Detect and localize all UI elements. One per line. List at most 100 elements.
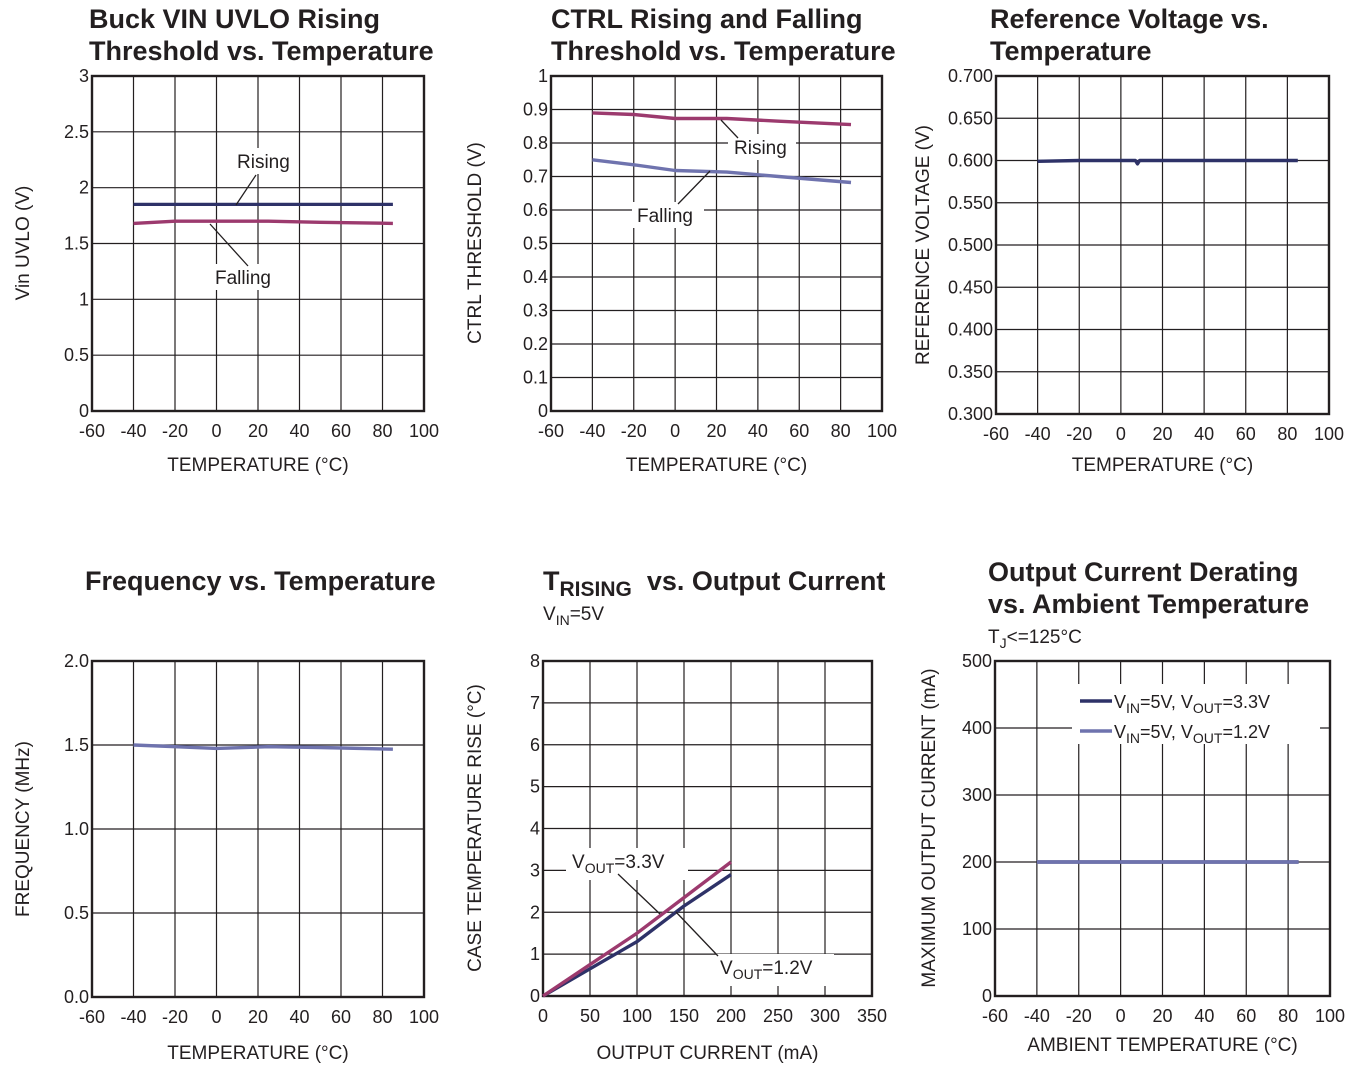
chart-3-title: Reference Voltage vs. Temperature bbox=[990, 3, 1269, 67]
chart-3-y-tick-label: 0.500 bbox=[948, 235, 993, 255]
chart-1-title-line-2: Threshold vs. Temperature bbox=[89, 36, 434, 66]
chart-2-x-tick-label: -20 bbox=[621, 421, 647, 441]
chart-6-legend-sub: OUT bbox=[1193, 730, 1223, 746]
chart-6-legend-pre: V bbox=[1181, 722, 1193, 742]
chart-3-x-tick-label: 20 bbox=[1152, 424, 1172, 444]
chart-5-annotation-vout-3v3-pre: V bbox=[572, 852, 585, 873]
chart-5-title-rest: vs. Output Current bbox=[646, 566, 886, 596]
chart-2-y-tick-label: 0.3 bbox=[523, 301, 548, 321]
chart-5-y-tick-label: 3 bbox=[530, 860, 540, 880]
chart-3-y-tick-label: 0.700 bbox=[948, 66, 993, 86]
chart-2-plot-frame bbox=[549, 74, 884, 413]
chart-4-x-tick-label: -20 bbox=[162, 1007, 188, 1027]
chart-2-annotation-falling: Falling bbox=[637, 206, 693, 227]
chart-2-title: CTRL Rising and Falling Threshold vs. Te… bbox=[551, 3, 896, 67]
chart-6-legend-sub: IN bbox=[1126, 700, 1140, 716]
chart-6-plot-frame bbox=[993, 659, 1332, 998]
chart-5-vout-1v2-leader bbox=[675, 911, 719, 957]
chart-2-annotation-rising: Rising bbox=[734, 138, 787, 159]
chart-2-label-bg bbox=[632, 202, 704, 228]
chart-1-title: Buck VIN UVLO Rising Threshold vs. Tempe… bbox=[89, 3, 434, 67]
chart-1-y-tick-label: 3 bbox=[79, 66, 89, 86]
chart-2-rising-leader bbox=[720, 119, 739, 139]
chart-5-y-tick-label: 6 bbox=[530, 735, 540, 755]
chart-1-y-tick-label: 2.5 bbox=[64, 122, 89, 142]
chart-3-y-tick-label: 0.450 bbox=[948, 277, 993, 297]
chart-3-title-line-2: Temperature bbox=[990, 36, 1152, 66]
chart-4-title-line-1: Frequency vs. Temperature bbox=[85, 566, 436, 596]
chart-3-x-axis-label: TEMPERATURE (°C) bbox=[1072, 455, 1253, 476]
chart-6-legend-pre: V bbox=[1114, 722, 1126, 742]
chart-6-title-line-2: vs. Ambient Temperature bbox=[988, 589, 1310, 619]
chart-6-legend-label-1: VIN=5V, VOUT=3.3V bbox=[1114, 692, 1270, 716]
chart-6-legend-bg bbox=[1072, 684, 1320, 744]
chart-2-y-tick-label: 1 bbox=[538, 66, 548, 86]
chart-6-x-axis-label: AMBIENT TEMPERATURE (°C) bbox=[1027, 1035, 1297, 1056]
chart-5-y-tick-label: 1 bbox=[530, 944, 540, 964]
chart-6-x-tick-label: 40 bbox=[1194, 1006, 1214, 1026]
chart-5-plot-frame bbox=[541, 659, 874, 998]
chart-3-x-tick-label: -40 bbox=[1025, 424, 1051, 444]
chart-1-x-axis-label: TEMPERATURE (°C) bbox=[167, 455, 348, 476]
chart-4-x-tick-label: -40 bbox=[120, 1007, 146, 1027]
chart-1-annotation-rising: Rising bbox=[237, 152, 290, 173]
chart-2-x-tick-label: 0 bbox=[670, 421, 680, 441]
chart-5-y-axis-label: CASE TEMPERATURE RISE (°C) bbox=[465, 684, 486, 972]
chart-4-y-axis-label: FREQUENCY (MHz) bbox=[13, 741, 34, 917]
chart-1-x-tick-label: -20 bbox=[162, 421, 188, 441]
chart-2-x-axis-label: TEMPERATURE (°C) bbox=[626, 455, 807, 476]
chart-4-x-tick-label: -60 bbox=[79, 1007, 105, 1027]
chart-1-y-tick-label: 1 bbox=[79, 289, 89, 309]
chart-2-y-tick-label: 0.6 bbox=[523, 200, 548, 220]
chart-5-x-tick-label: 200 bbox=[716, 1006, 746, 1026]
chart-4-plot-frame bbox=[90, 659, 426, 999]
chart-1-x-tick-label: 80 bbox=[372, 421, 392, 441]
chart-2-x-tick-label: 80 bbox=[831, 421, 851, 441]
chart-5-title-sub: RISING bbox=[559, 578, 632, 601]
chart-1-y-tick-label: 0.5 bbox=[64, 345, 89, 365]
chart-2-y-tick-label: 0.2 bbox=[523, 334, 548, 354]
chart-1-y-tick-label: 1.5 bbox=[64, 234, 89, 254]
chart-2-x-tick-label: 20 bbox=[706, 421, 726, 441]
chart-1-falling-leader bbox=[209, 223, 249, 267]
chart-6-y-tick-label: 300 bbox=[962, 785, 992, 805]
chart-2-x-tick-label: -60 bbox=[538, 421, 564, 441]
chart-1-x-tick-label: 40 bbox=[289, 421, 309, 441]
chart-6-subtitle-sub: J bbox=[999, 634, 1007, 651]
chart-5-series-line-1 bbox=[542, 873, 732, 998]
chart-6-legend-post: =5V, bbox=[1140, 692, 1181, 712]
chart-4-x-axis-label: TEMPERATURE (°C) bbox=[167, 1043, 348, 1064]
chart-1-x-tick-label: 100 bbox=[409, 421, 439, 441]
chart-1-x-tick-label: -60 bbox=[79, 421, 105, 441]
chart-6-legend-sub: IN bbox=[1126, 730, 1140, 746]
chart-5-vout-3v3-leader bbox=[617, 873, 661, 915]
chart-5-y-tick-label: 2 bbox=[530, 902, 540, 922]
chart-6-title-line-1: Output Current Derating bbox=[988, 557, 1299, 587]
chart-3-title-line-1: Reference Voltage vs. bbox=[990, 4, 1269, 34]
chart-4-series-line-1 bbox=[133, 743, 393, 751]
chart-2-y-tick-label: 0 bbox=[538, 401, 548, 421]
chart-5-series-line-2 bbox=[542, 860, 733, 998]
chart-5-x-tick-label: 350 bbox=[857, 1006, 887, 1026]
chart-6-legend-label-2: VIN=5V, VOUT=1.2V bbox=[1114, 722, 1270, 746]
chart-2-x-tick-label: 60 bbox=[789, 421, 809, 441]
chart-6-title: Output Current Derating vs. Ambient Temp… bbox=[988, 556, 1309, 620]
chart-1-x-tick-label: 60 bbox=[331, 421, 351, 441]
chart-6-x-tick-label: 20 bbox=[1152, 1006, 1172, 1026]
chart-1-y-tick-label: 2 bbox=[79, 178, 89, 198]
chart-4-title: Frequency vs. Temperature bbox=[85, 565, 436, 597]
chart-5-subtitle-pre: V bbox=[543, 604, 556, 625]
chart-6-y-tick-label: 200 bbox=[962, 852, 992, 872]
chart-3-y-tick-label: 0.550 bbox=[948, 193, 993, 213]
chart-3-y-tick-label: 0.350 bbox=[948, 362, 993, 382]
chart-4-y-tick-label: 1.0 bbox=[64, 819, 89, 839]
chart-2-y-tick-label: 0.1 bbox=[523, 368, 548, 388]
chart-1-x-tick-label: -40 bbox=[120, 421, 146, 441]
chart-3-x-tick-label: 80 bbox=[1277, 424, 1297, 444]
chart-2-falling-leader bbox=[677, 170, 711, 205]
chart-6-x-tick-label: 80 bbox=[1278, 1006, 1298, 1026]
chart-6-legend-pre: V bbox=[1181, 692, 1193, 712]
chart-6-subtitle-post: <=125°C bbox=[1006, 627, 1082, 648]
chart-2-y-axis-label: CTRL THRESHOLD (V) bbox=[465, 142, 486, 344]
